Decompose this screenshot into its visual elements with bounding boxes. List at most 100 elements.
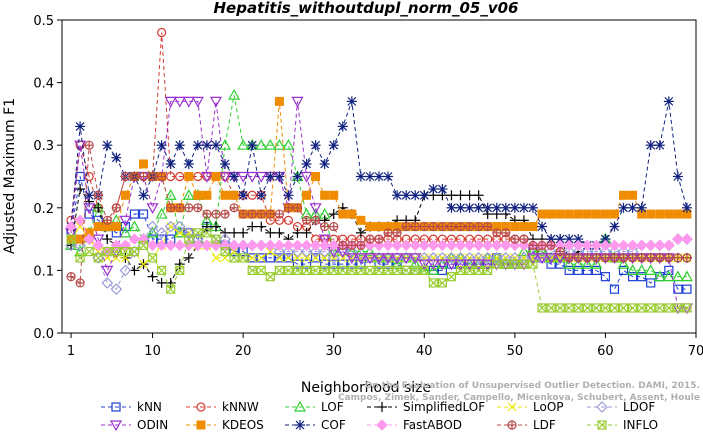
data-point-fastabod — [599, 239, 612, 252]
data-point-kdeos — [619, 190, 629, 200]
data-point-inflo — [93, 253, 103, 263]
data-point-odin — [472, 259, 485, 271]
data-point-fastabod — [563, 239, 575, 252]
series-inflo — [66, 228, 692, 313]
data-point-cof — [156, 140, 167, 151]
data-point-fastabod — [174, 239, 186, 252]
data-point-lof — [671, 270, 684, 282]
data-point-kdeos — [546, 209, 556, 219]
data-point-kdeos — [220, 190, 230, 200]
data-point-cof — [201, 140, 212, 151]
data-point-ldof — [472, 252, 485, 264]
data-point-inflo — [474, 265, 484, 275]
data-point-inflo — [627, 303, 638, 313]
data-point-cof — [138, 190, 149, 201]
data-point-fastabod — [581, 239, 594, 252]
data-point-inflo — [392, 265, 402, 275]
data-point-ldf — [600, 253, 611, 263]
data-point-cof — [455, 202, 466, 213]
data-point-ldf — [655, 253, 665, 263]
legend: kNN kNNW LOF SimplifiedLOF LoOP LDOF ODIN KDEOS… — [101, 400, 658, 432]
legend-item-kdeos: KDEOS — [186, 418, 264, 432]
data-point-inflo — [320, 265, 330, 275]
data-point-knnw — [175, 171, 185, 182]
data-point-loop — [320, 253, 330, 263]
data-point-ldof — [300, 245, 313, 258]
data-point-inflo — [265, 272, 275, 282]
data-point-fastabod — [83, 233, 95, 245]
data-point-inflo — [637, 303, 647, 313]
data-point-loop — [274, 253, 284, 263]
data-point-lof — [146, 226, 159, 238]
data-point-cof — [247, 140, 258, 151]
series-fastabod — [65, 214, 693, 258]
legend-item-fastabod: FastABOD — [367, 418, 462, 432]
data-point-knn — [546, 259, 556, 269]
data-point-cof — [328, 140, 339, 151]
data-point-ldf — [211, 209, 221, 219]
data-point-fastabod — [382, 239, 394, 252]
data-point-ldf — [157, 171, 167, 182]
data-point-lof — [581, 257, 594, 269]
data-point-ldf — [374, 234, 384, 244]
data-point-simplifiedlof — [93, 202, 104, 213]
data-point-ldof — [155, 226, 168, 239]
data-point-odin — [463, 259, 476, 271]
data-point-fastabod — [481, 239, 494, 252]
chart-title: Hepatitis_withoutdupl_norm_05_v06 — [214, 0, 519, 17]
data-point-odin — [363, 253, 376, 265]
legend-marker-cof — [295, 420, 305, 430]
data-point-knnw — [157, 27, 167, 38]
data-point-knn — [374, 259, 384, 269]
data-point-kdeos — [229, 190, 239, 200]
data-point-fastabod — [318, 239, 331, 252]
data-point-ldof — [291, 245, 304, 258]
legend-marker-lof — [293, 400, 307, 412]
data-point-cof — [256, 190, 267, 201]
data-point-kdeos — [528, 222, 538, 232]
data-point-ldf — [646, 253, 656, 263]
data-point-ldof — [74, 239, 86, 252]
data-point-lof — [517, 245, 530, 257]
data-point-fastabod — [201, 239, 213, 252]
data-point-lof — [662, 270, 675, 282]
data-point-inflo — [646, 303, 656, 313]
data-point-kdeos — [600, 209, 610, 219]
data-point-cof — [229, 171, 240, 182]
data-point-ldf — [311, 215, 321, 225]
data-point-odin — [246, 171, 259, 183]
data-point-cof — [437, 184, 448, 195]
data-point-ldof — [173, 220, 186, 233]
data-point-knn — [184, 228, 194, 238]
data-point-ldf — [537, 240, 547, 250]
data-point-ldf — [193, 203, 203, 213]
data-point-odin — [545, 253, 558, 265]
data-point-knn — [356, 259, 366, 269]
data-point-ldof — [119, 264, 132, 277]
data-point-simplifiedlof — [183, 252, 194, 263]
data-point-kdeos — [139, 159, 149, 169]
data-point-kdeos — [510, 222, 520, 232]
data-point-inflo — [202, 228, 212, 238]
y-tick-label: 0.3 — [33, 139, 54, 154]
data-point-loop — [175, 228, 185, 238]
data-point-loop — [546, 253, 556, 263]
data-point-simplifiedlof — [292, 227, 303, 238]
data-point-fastabod — [608, 239, 621, 252]
data-point-kdeos — [673, 209, 683, 219]
data-point-ldof — [309, 245, 322, 258]
data-point-fastabod — [155, 239, 168, 252]
data-point-ldf — [320, 221, 330, 232]
data-point-odin — [309, 203, 322, 215]
data-point-cof — [75, 121, 86, 132]
data-point-knn — [383, 259, 393, 269]
data-point-knn — [664, 265, 674, 275]
data-point-cof — [464, 202, 475, 213]
data-point-odin — [255, 171, 268, 183]
data-point-odin — [345, 253, 358, 265]
data-point-cof — [636, 202, 647, 213]
data-point-kdeos — [274, 96, 284, 106]
data-point-inflo — [664, 303, 674, 313]
data-point-simplifiedlof — [238, 227, 249, 238]
data-point-fastabod — [427, 239, 440, 252]
